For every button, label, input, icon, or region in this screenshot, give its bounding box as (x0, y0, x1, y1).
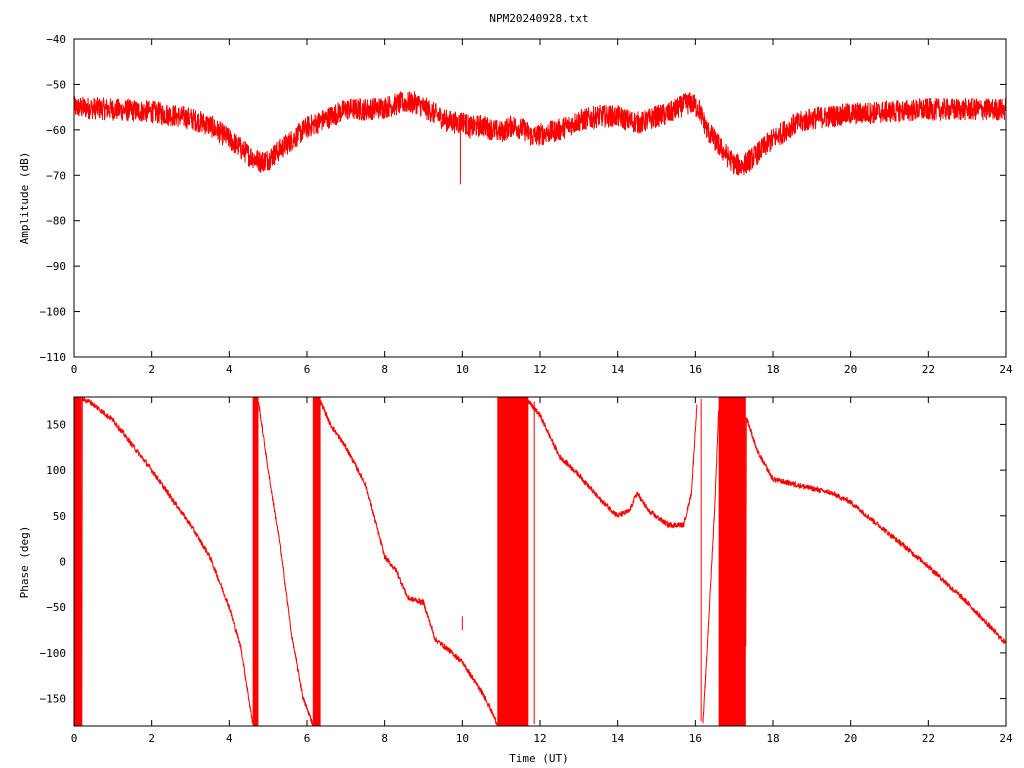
phase-trace-0 (81, 396, 253, 726)
amplitude-x-tick-label: 0 (71, 363, 78, 376)
amplitude-series (73, 90, 1007, 185)
phase-trace-5 (745, 417, 1007, 647)
amplitude-ticks: 0 2 4 6 8 10 12 14 16 18 20 22 24−40−50−60−70−80−90−… (40, 33, 1013, 376)
phase-wrap-band (497, 397, 529, 726)
phase-x-tick-label: 4 (226, 732, 233, 745)
amplitude-y-tick-label: −80 (46, 215, 66, 228)
phase-x-tick-label: 8 (381, 732, 388, 745)
amplitude-x-tick-label: 6 (304, 363, 311, 376)
amplitude-y-tick-label: −60 (46, 124, 66, 137)
phase-x-tick-label: 22 (922, 732, 935, 745)
phase-x-tick-label: 10 (456, 732, 469, 745)
phase-ticks: 0 2 4 6 8 10 12 14 16 18 20 22 24150100500−50−100−15… (40, 397, 1013, 745)
phase-x-tick-label: 20 (844, 732, 857, 745)
amplitude-x-tick-label: 2 (148, 363, 155, 376)
phase-trace-3 (527, 398, 698, 529)
amplitude-y-tick-label: −100 (40, 306, 67, 319)
amplitude-trace-0 (73, 90, 1007, 176)
chart-title: NPM20240928.txt (489, 12, 588, 25)
amplitude-x-tick-label: 4 (226, 363, 233, 376)
amplitude-x-tick-label: 22 (922, 363, 935, 376)
phase-y-tick-label: 50 (53, 510, 66, 523)
phase-trace-1 (258, 401, 313, 726)
phase-y-tick-label: 100 (46, 464, 66, 477)
amplitude-x-tick-label: 24 (999, 363, 1013, 376)
phase-x-axis-label: Time (UT) (509, 752, 569, 765)
amplitude-y-tick-label: −90 (46, 260, 66, 273)
phase-y-tick-label: −50 (46, 601, 66, 614)
phase-plot-frame (73, 396, 1007, 727)
amplitude-y-axis-label: Amplitude (dB) (18, 152, 31, 245)
phase-wrap-band (312, 397, 321, 726)
phase-x-tick-label: 6 (304, 732, 311, 745)
amplitude-plot-frame (73, 38, 1007, 358)
amplitude-x-tick-label: 20 (844, 363, 857, 376)
amplitude-y-tick-label: −110 (40, 351, 67, 364)
phase-x-tick-label: 0 (71, 732, 78, 745)
phase-trace-2 (320, 400, 498, 726)
amplitude-x-tick-label: 12 (533, 363, 546, 376)
amplitude-x-tick-label: 18 (766, 363, 779, 376)
phase-x-tick-label: 2 (148, 732, 155, 745)
phase-x-tick-label: 16 (689, 732, 702, 745)
amplitude-x-tick-label: 10 (456, 363, 469, 376)
amplitude-x-tick-label: 16 (689, 363, 702, 376)
phase-x-tick-label: 14 (611, 732, 625, 745)
phase-panel: 0 2 4 6 8 10 12 14 16 18 20 22 24150100500−50−100−15… (18, 396, 1013, 765)
phase-y-tick-label: −150 (40, 693, 67, 706)
phase-y-tick-label: 150 (46, 418, 66, 431)
phase-wrap-band (252, 397, 259, 726)
phase-x-tick-label: 24 (999, 732, 1013, 745)
amplitude-y-tick-label: −50 (46, 78, 66, 91)
phase-y-tick-label: −100 (40, 647, 67, 660)
phase-x-tick-label: 12 (533, 732, 546, 745)
phase-wrap-band (74, 397, 82, 726)
phase-x-tick-label: 18 (766, 732, 779, 745)
amplitude-y-tick-label: −70 (46, 169, 66, 182)
phase-trace-4 (702, 410, 720, 724)
phase-y-axis-label: Phase (deg) (18, 526, 31, 599)
amplitude-panel: 0 2 4 6 8 10 12 14 16 18 20 22 24−40−50−60−70−80−90−… (18, 33, 1013, 376)
amplitude-x-tick-label: 8 (381, 363, 388, 376)
amplitude-x-tick-label: 14 (611, 363, 625, 376)
amplitude-y-tick-label: −40 (46, 33, 66, 46)
phase-wrap-band (718, 397, 746, 726)
phase-series (74, 396, 1007, 726)
phase-y-tick-label: 0 (59, 556, 66, 569)
